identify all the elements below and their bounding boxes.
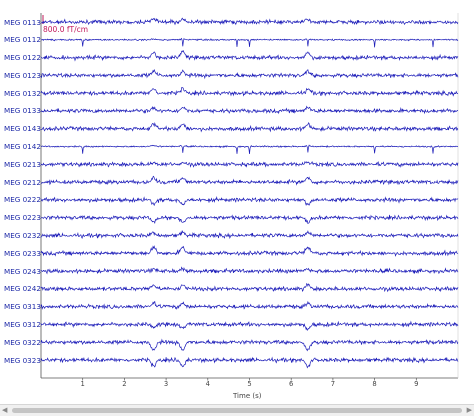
channel-trace [40, 160, 459, 168]
channel-label: MEG 0112 [4, 35, 41, 45]
x-tick-label: 6 [289, 380, 294, 388]
x-tick-label: 7 [330, 380, 336, 388]
channel-trace [40, 266, 459, 275]
channel-trace [40, 49, 459, 62]
x-tick-label: 8 [372, 380, 377, 388]
meg-traces-plot [40, 13, 459, 381]
channel-label: MEG 0323 [4, 355, 41, 365]
scale-bar-label: 800.0 fT/cm [43, 25, 89, 34]
channel-label: MEG 0223 [4, 213, 41, 223]
x-tick-label: 9 [414, 380, 419, 388]
channel-label: MEG 0132 [4, 88, 41, 98]
channel-trace [40, 356, 459, 369]
channel-label: MEG 0123 [4, 70, 41, 80]
channel-trace [40, 196, 459, 207]
channel-label: MEG 0243 [4, 266, 41, 276]
channel-trace [40, 144, 459, 155]
channel-trace [40, 245, 459, 257]
channel-label: MEG 0133 [4, 106, 41, 116]
channel-label: MEG 0213 [4, 159, 41, 169]
x-tick-label: 5 [247, 380, 252, 388]
channel-trace [41, 121, 459, 133]
channel-trace [40, 230, 459, 240]
channel-trace [40, 68, 459, 80]
channel-label: MEG 0143 [4, 124, 41, 134]
horizontal-scrollbar[interactable]: ◀ ▶ [0, 404, 474, 416]
x-tick-label: 4 [205, 380, 210, 388]
scroll-left-arrow-icon[interactable]: ◀ [2, 406, 8, 414]
channel-trace [40, 282, 459, 293]
channel-label: MEG 0122 [4, 53, 41, 63]
channel-trace [40, 338, 459, 352]
channel-label: MEG 0113 [4, 17, 41, 27]
channel-trace [40, 300, 459, 310]
x-axis-label: Time (s) [233, 392, 262, 400]
channel-trace [40, 17, 459, 26]
channel-trace [40, 175, 459, 186]
channel-label: MEG 0233 [4, 248, 41, 258]
x-tick-label: 2 [122, 380, 127, 388]
channel-label: MEG 0322 [4, 337, 41, 347]
channel-label: MEG 0232 [4, 230, 41, 240]
scroll-right-arrow-icon[interactable]: ▶ [466, 406, 472, 414]
channel-trace [40, 105, 458, 115]
channel-trace [40, 320, 459, 331]
channel-label: MEG 0313 [4, 302, 41, 312]
channel-label: MEG 0242 [4, 284, 41, 294]
channel-label: MEG 0312 [4, 319, 41, 329]
channel-trace [41, 214, 459, 225]
x-tick-label: 3 [163, 380, 169, 388]
channel-label: MEG 0212 [4, 177, 41, 187]
channel-trace [40, 37, 459, 48]
channel-label: MEG 0222 [4, 195, 41, 205]
channel-trace [40, 87, 459, 97]
x-tick-label: 1 [80, 380, 85, 388]
scrollbar-thumb[interactable] [12, 408, 462, 413]
channel-label: MEG 0142 [4, 142, 41, 152]
